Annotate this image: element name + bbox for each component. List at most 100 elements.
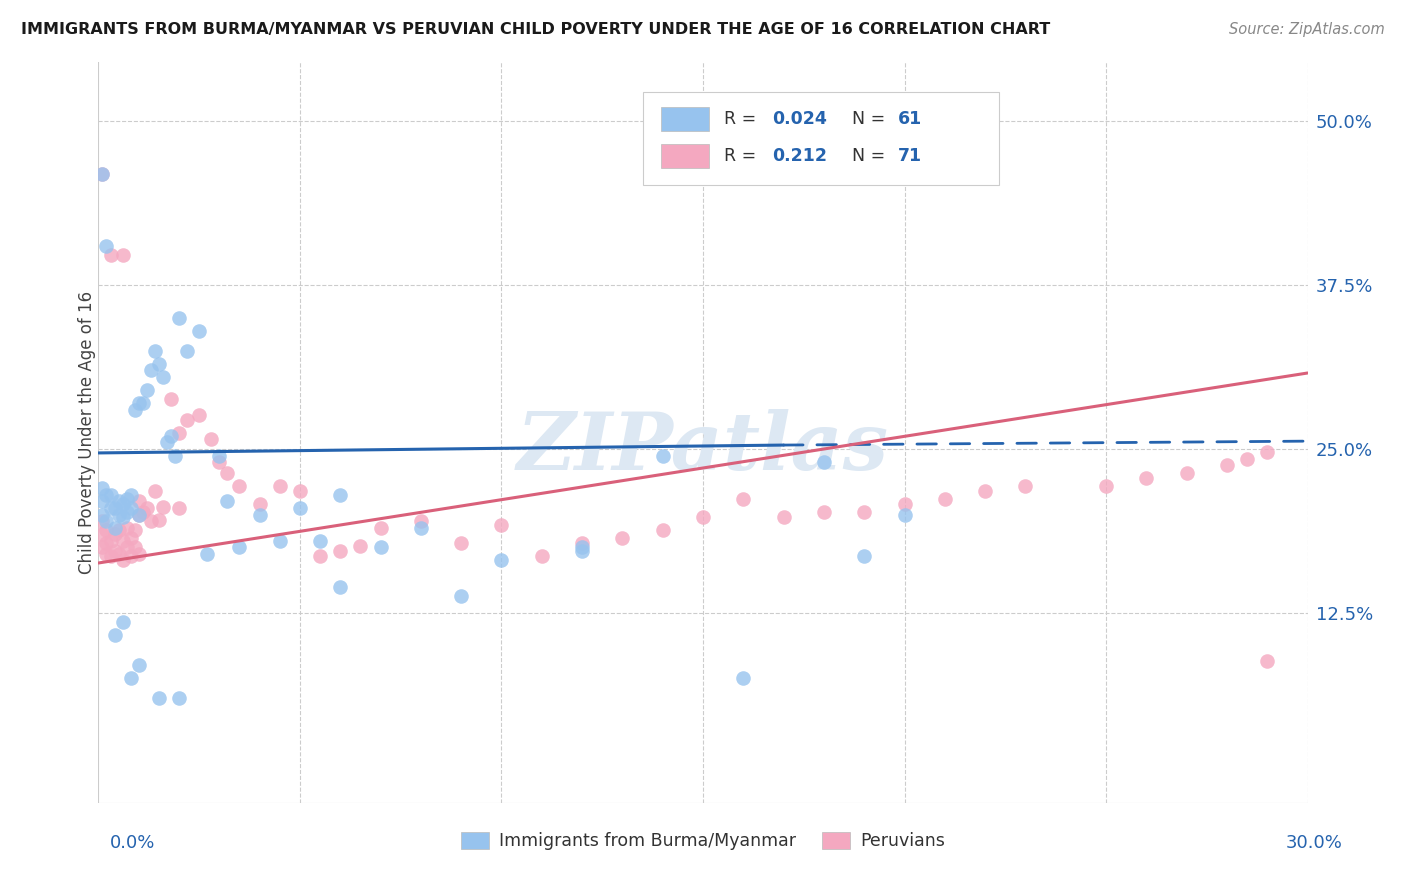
Text: ZIPatlas: ZIPatlas <box>517 409 889 486</box>
Point <box>96 488 118 502</box>
Point <box>96 547 118 561</box>
Point <box>128 658 150 673</box>
Point <box>269 478 291 492</box>
Text: R =: R = <box>724 146 766 165</box>
Point <box>111 510 134 524</box>
Point <box>288 500 311 515</box>
Point <box>228 478 250 492</box>
Point <box>128 396 150 410</box>
Point <box>853 549 876 564</box>
Point <box>249 508 271 522</box>
Point <box>450 536 472 550</box>
Point <box>103 628 125 642</box>
Point <box>111 497 134 511</box>
Point <box>491 518 513 533</box>
Point <box>309 549 332 564</box>
Point <box>217 494 239 508</box>
Point <box>111 248 134 262</box>
Point <box>128 508 150 522</box>
Point <box>100 488 122 502</box>
Text: N =: N = <box>852 110 890 128</box>
Text: IMMIGRANTS FROM BURMA/MYANMAR VS PERUVIAN CHILD POVERTY UNDER THE AGE OF 16 CORR: IMMIGRANTS FROM BURMA/MYANMAR VS PERUVIA… <box>21 22 1050 37</box>
Point <box>100 533 122 548</box>
Point <box>1256 654 1278 668</box>
Point <box>120 671 142 685</box>
FancyBboxPatch shape <box>661 144 709 169</box>
Point <box>152 370 174 384</box>
Point <box>853 505 876 519</box>
Point <box>160 392 183 407</box>
Point <box>135 500 157 515</box>
Point <box>288 483 311 498</box>
Point <box>249 497 271 511</box>
Point <box>188 408 211 422</box>
Point <box>139 514 162 528</box>
Text: Source: ZipAtlas.com: Source: ZipAtlas.com <box>1229 22 1385 37</box>
Point <box>100 248 122 262</box>
Point <box>124 402 146 417</box>
Point <box>132 396 155 410</box>
Point <box>813 455 835 469</box>
Point <box>111 615 134 629</box>
Point <box>107 508 129 522</box>
Point <box>571 541 593 555</box>
Point <box>1216 458 1239 472</box>
FancyBboxPatch shape <box>643 92 1000 185</box>
Point <box>96 514 118 528</box>
Point <box>309 533 332 548</box>
Point <box>1256 444 1278 458</box>
Point <box>934 491 956 506</box>
Point <box>571 544 593 558</box>
Point <box>120 500 142 515</box>
Point <box>163 449 186 463</box>
Text: 30.0%: 30.0% <box>1286 834 1343 852</box>
Point <box>111 533 134 548</box>
Point <box>107 494 129 508</box>
Legend: Immigrants from Burma/Myanmar, Peruvians: Immigrants from Burma/Myanmar, Peruvians <box>454 825 952 857</box>
Point <box>612 531 634 545</box>
Point <box>450 589 472 603</box>
Point <box>115 541 138 555</box>
Point <box>91 167 114 181</box>
Point <box>167 690 190 705</box>
Point <box>96 239 118 253</box>
Point <box>107 523 129 537</box>
Point <box>1236 452 1258 467</box>
Point <box>91 494 114 508</box>
Text: R =: R = <box>724 110 761 128</box>
Point <box>893 508 915 522</box>
Point <box>124 523 146 537</box>
Point <box>733 671 755 685</box>
Point <box>124 541 146 555</box>
Point <box>91 527 114 541</box>
Point <box>100 549 122 564</box>
Point <box>120 531 142 545</box>
Point <box>128 494 150 508</box>
Point <box>115 521 138 535</box>
Point <box>167 310 190 325</box>
Point <box>115 491 138 506</box>
Point <box>530 549 553 564</box>
Point <box>1135 471 1157 485</box>
Point <box>120 549 142 564</box>
Point <box>329 580 352 594</box>
Point <box>1095 478 1118 492</box>
Point <box>188 324 211 338</box>
Point <box>370 541 392 555</box>
Point <box>100 500 122 515</box>
Text: 71: 71 <box>897 146 922 165</box>
Point <box>409 514 432 528</box>
Point <box>91 514 114 528</box>
Point <box>135 383 157 397</box>
Point <box>152 500 174 514</box>
Point <box>128 547 150 561</box>
Point <box>176 343 198 358</box>
Point <box>1014 478 1036 492</box>
Point <box>409 521 432 535</box>
Text: 0.024: 0.024 <box>772 110 827 128</box>
Point <box>329 488 352 502</box>
Point <box>1175 466 1198 480</box>
Point <box>491 553 513 567</box>
Point <box>974 483 997 498</box>
Point <box>208 455 231 469</box>
